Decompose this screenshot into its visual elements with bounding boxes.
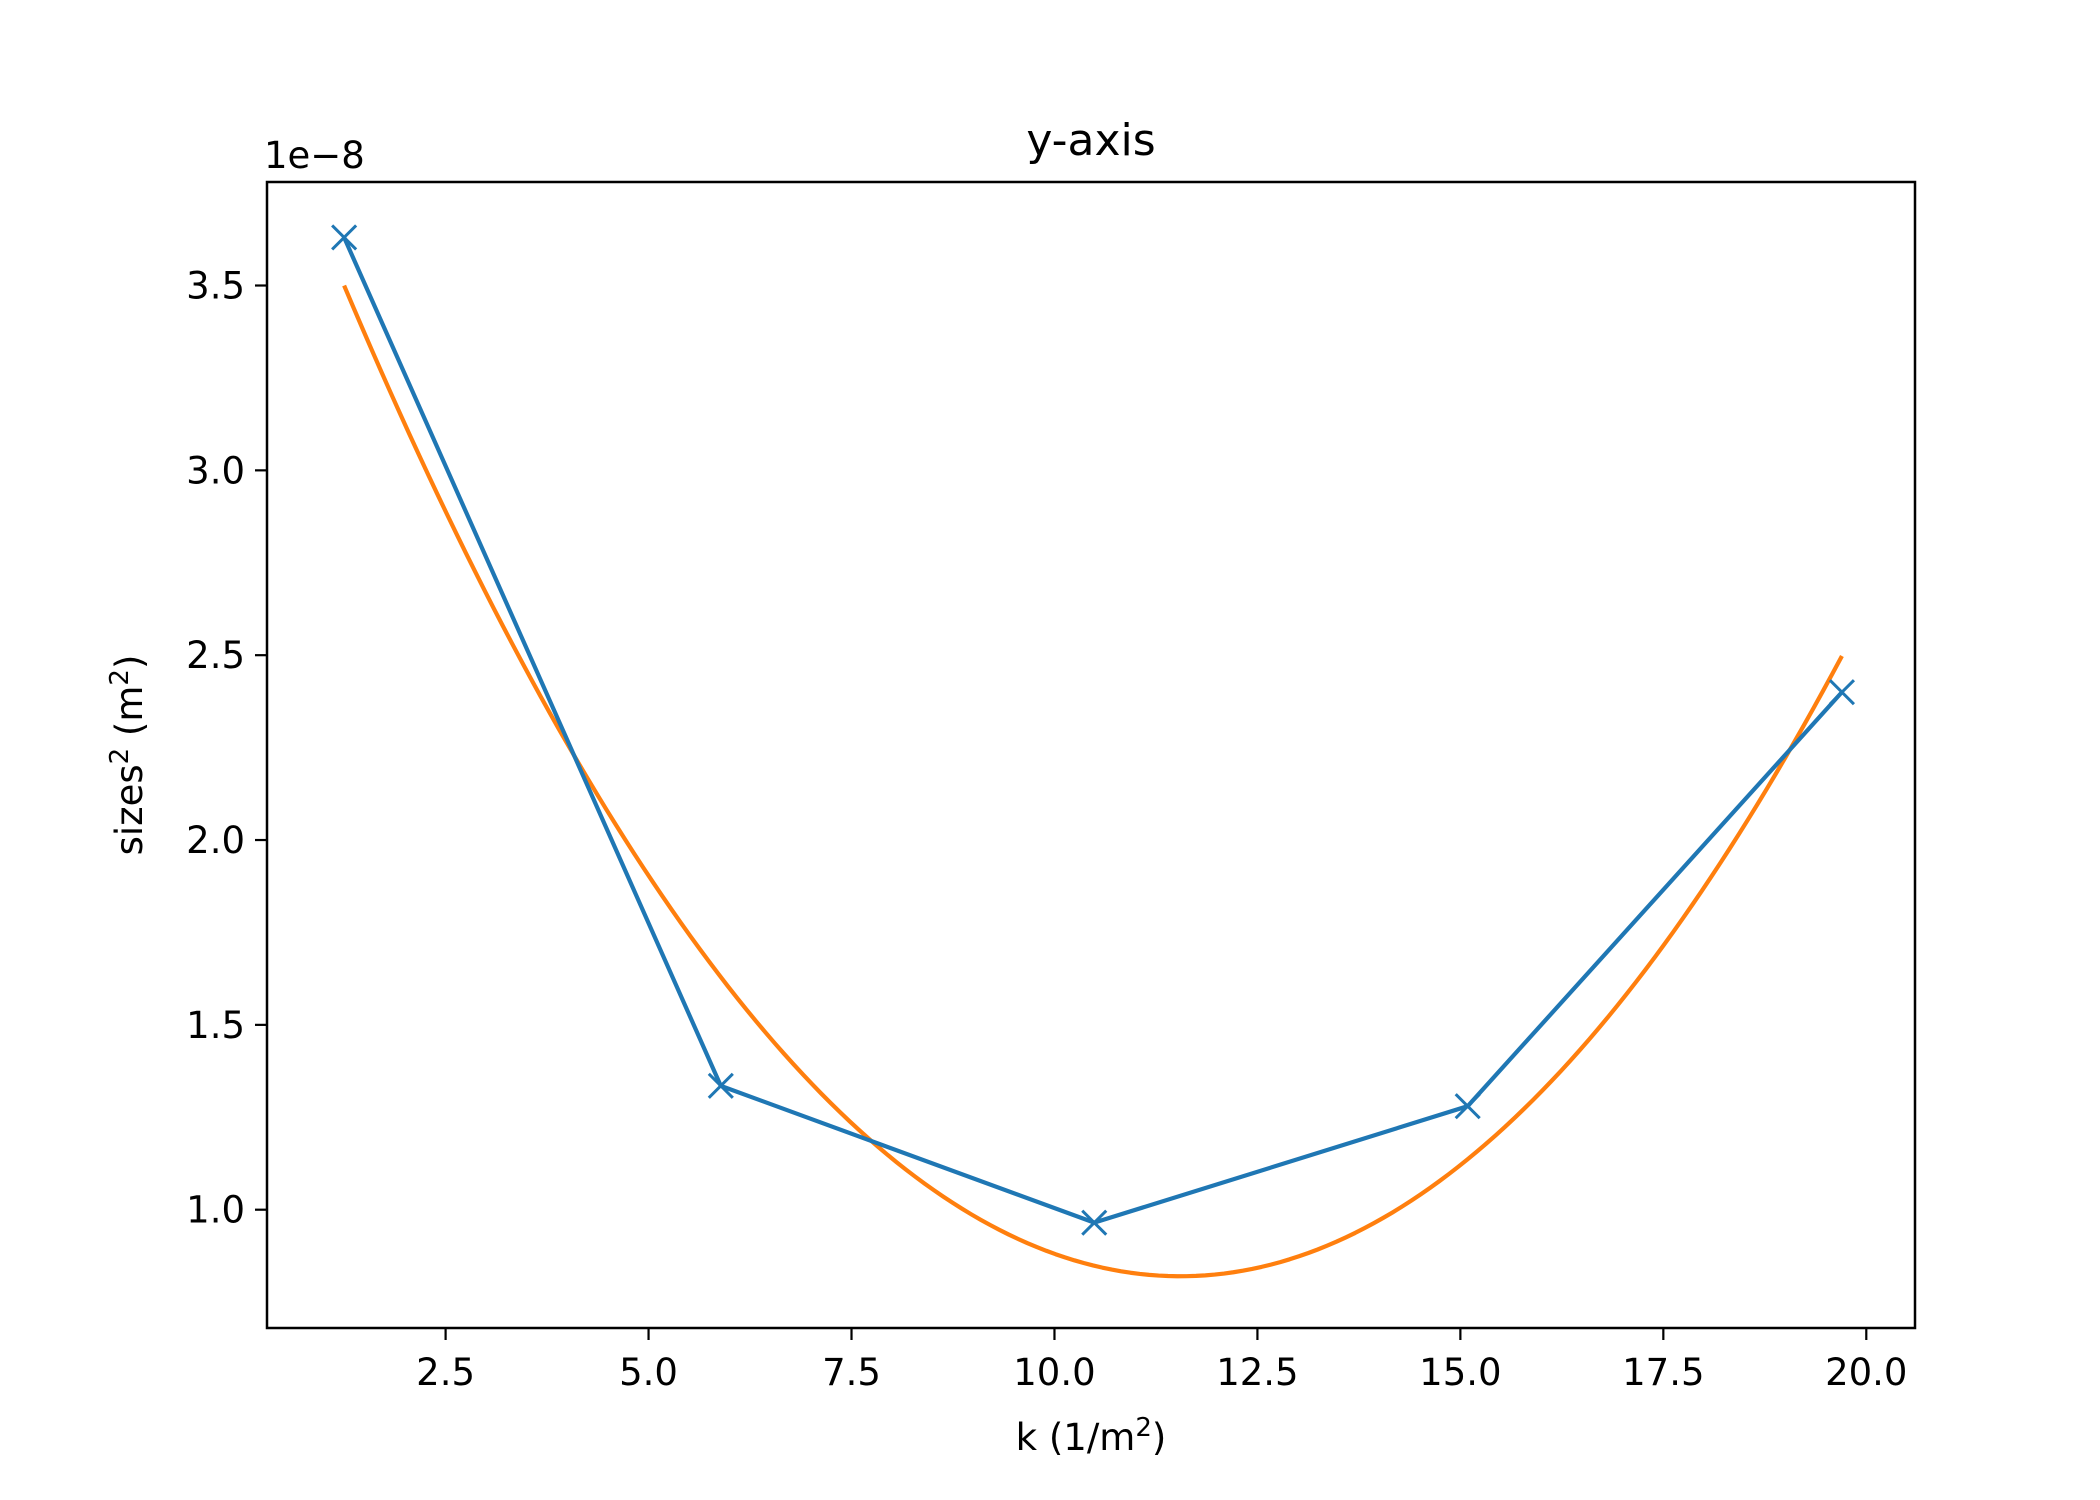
x-axis: 2.5 5.0 7.5 10.0 12.5 15.0 17.5 20.0: [416, 1328, 1907, 1394]
x-axis-label: k (1/m2): [1016, 1413, 1167, 1459]
x-tick-label: 10.0: [1013, 1351, 1095, 1394]
x-tick-label: 12.5: [1216, 1351, 1298, 1394]
x-tick-label: 17.5: [1622, 1351, 1704, 1394]
x-axis-label-text: k (1/m: [1016, 1416, 1136, 1459]
series-layer: [331, 224, 1855, 1279]
x-tick-label: 5.0: [619, 1351, 678, 1394]
data-point-marker: [1454, 1093, 1481, 1120]
x-axis-label-superscript: 2: [1135, 1413, 1152, 1443]
x-tick-label: 7.5: [822, 1351, 881, 1394]
y-tick-label: 1.0: [186, 1189, 245, 1232]
y-tick-label: 3.0: [186, 449, 245, 492]
x-axis-label-end: ): [1152, 1416, 1166, 1459]
fit-curve: [342, 284, 1844, 1279]
y-axis-label-unit: (m: [108, 686, 151, 748]
y-axis-label-text: sizes: [108, 764, 151, 855]
y-axis-label-superscript-1: 2: [105, 748, 135, 765]
x-tick-label: 2.5: [416, 1351, 475, 1394]
y-tick-label: 2.5: [186, 634, 245, 677]
plot-area: [267, 182, 1915, 1328]
y-tick-label: 3.5: [186, 265, 245, 308]
data-point-marker: [1081, 1209, 1108, 1236]
y-offset-text: 1e−8: [264, 134, 365, 177]
y-tick-label: 1.5: [186, 1004, 245, 1047]
chart-title: y-axis: [1026, 115, 1155, 166]
y-axis-label: sizes2 (m2): [105, 655, 151, 856]
data-point-marker: [331, 224, 358, 251]
data-point-marker: [1828, 679, 1855, 706]
y-axis-label-superscript-2: 2: [105, 669, 135, 686]
x-tick-label: 20.0: [1825, 1351, 1907, 1394]
x-tick-label: 15.0: [1419, 1351, 1501, 1394]
y-axis-label-end: ): [108, 655, 151, 669]
y-axis: 1.0 1.5 2.0 2.5 3.0 3.5: [186, 265, 267, 1232]
plot-frame: [265, 180, 1917, 1330]
data-point-marker: [707, 1072, 734, 1099]
y-tick-label: 2.0: [186, 819, 245, 862]
